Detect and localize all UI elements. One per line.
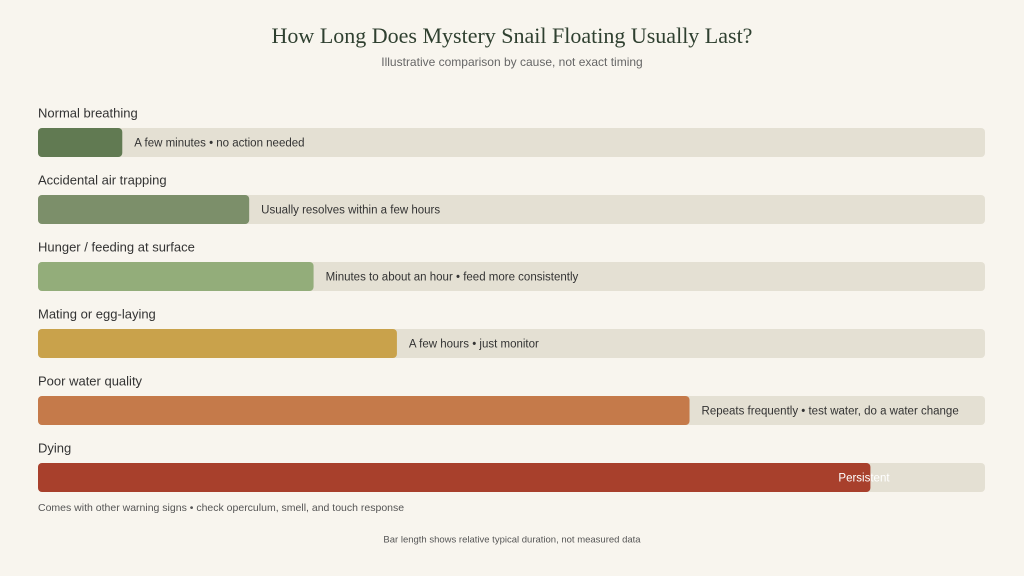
extra-note: Comes with other warning signs • check o… (38, 502, 404, 514)
bar (38, 396, 690, 425)
bar-track (38, 128, 985, 157)
category-label: Dying (38, 440, 71, 455)
category-label: Poor water quality (38, 373, 143, 388)
chart-subtitle: Illustrative comparison by cause, not ex… (381, 55, 642, 69)
category-label: Normal breathing (38, 105, 138, 120)
chart-title: How Long Does Mystery Snail Floating Usu… (272, 23, 753, 48)
bar (38, 329, 397, 358)
category-label: Accidental air trapping (38, 172, 167, 187)
bar (38, 262, 314, 291)
footer: Bar length shows relative typical durati… (383, 535, 641, 546)
bar (38, 195, 250, 224)
category-label: Hunger / feeding at surface (38, 239, 195, 254)
bar-annotation: Usually resolves within a few hours (261, 205, 440, 217)
bar-track (38, 195, 985, 224)
bar-annotation: Minutes to about an hour • feed more con… (326, 272, 579, 284)
category-label: Mating or egg-laying (38, 306, 156, 321)
bar-annotation: A few minutes • no action needed (134, 138, 304, 150)
bar-annotation: A few hours • just monitor (409, 339, 539, 351)
bar (38, 463, 871, 492)
bar-annotation: Repeats frequently • test water, do a wa… (702, 406, 959, 418)
bar-annotation: Persistent (838, 473, 890, 485)
bar (38, 128, 123, 157)
